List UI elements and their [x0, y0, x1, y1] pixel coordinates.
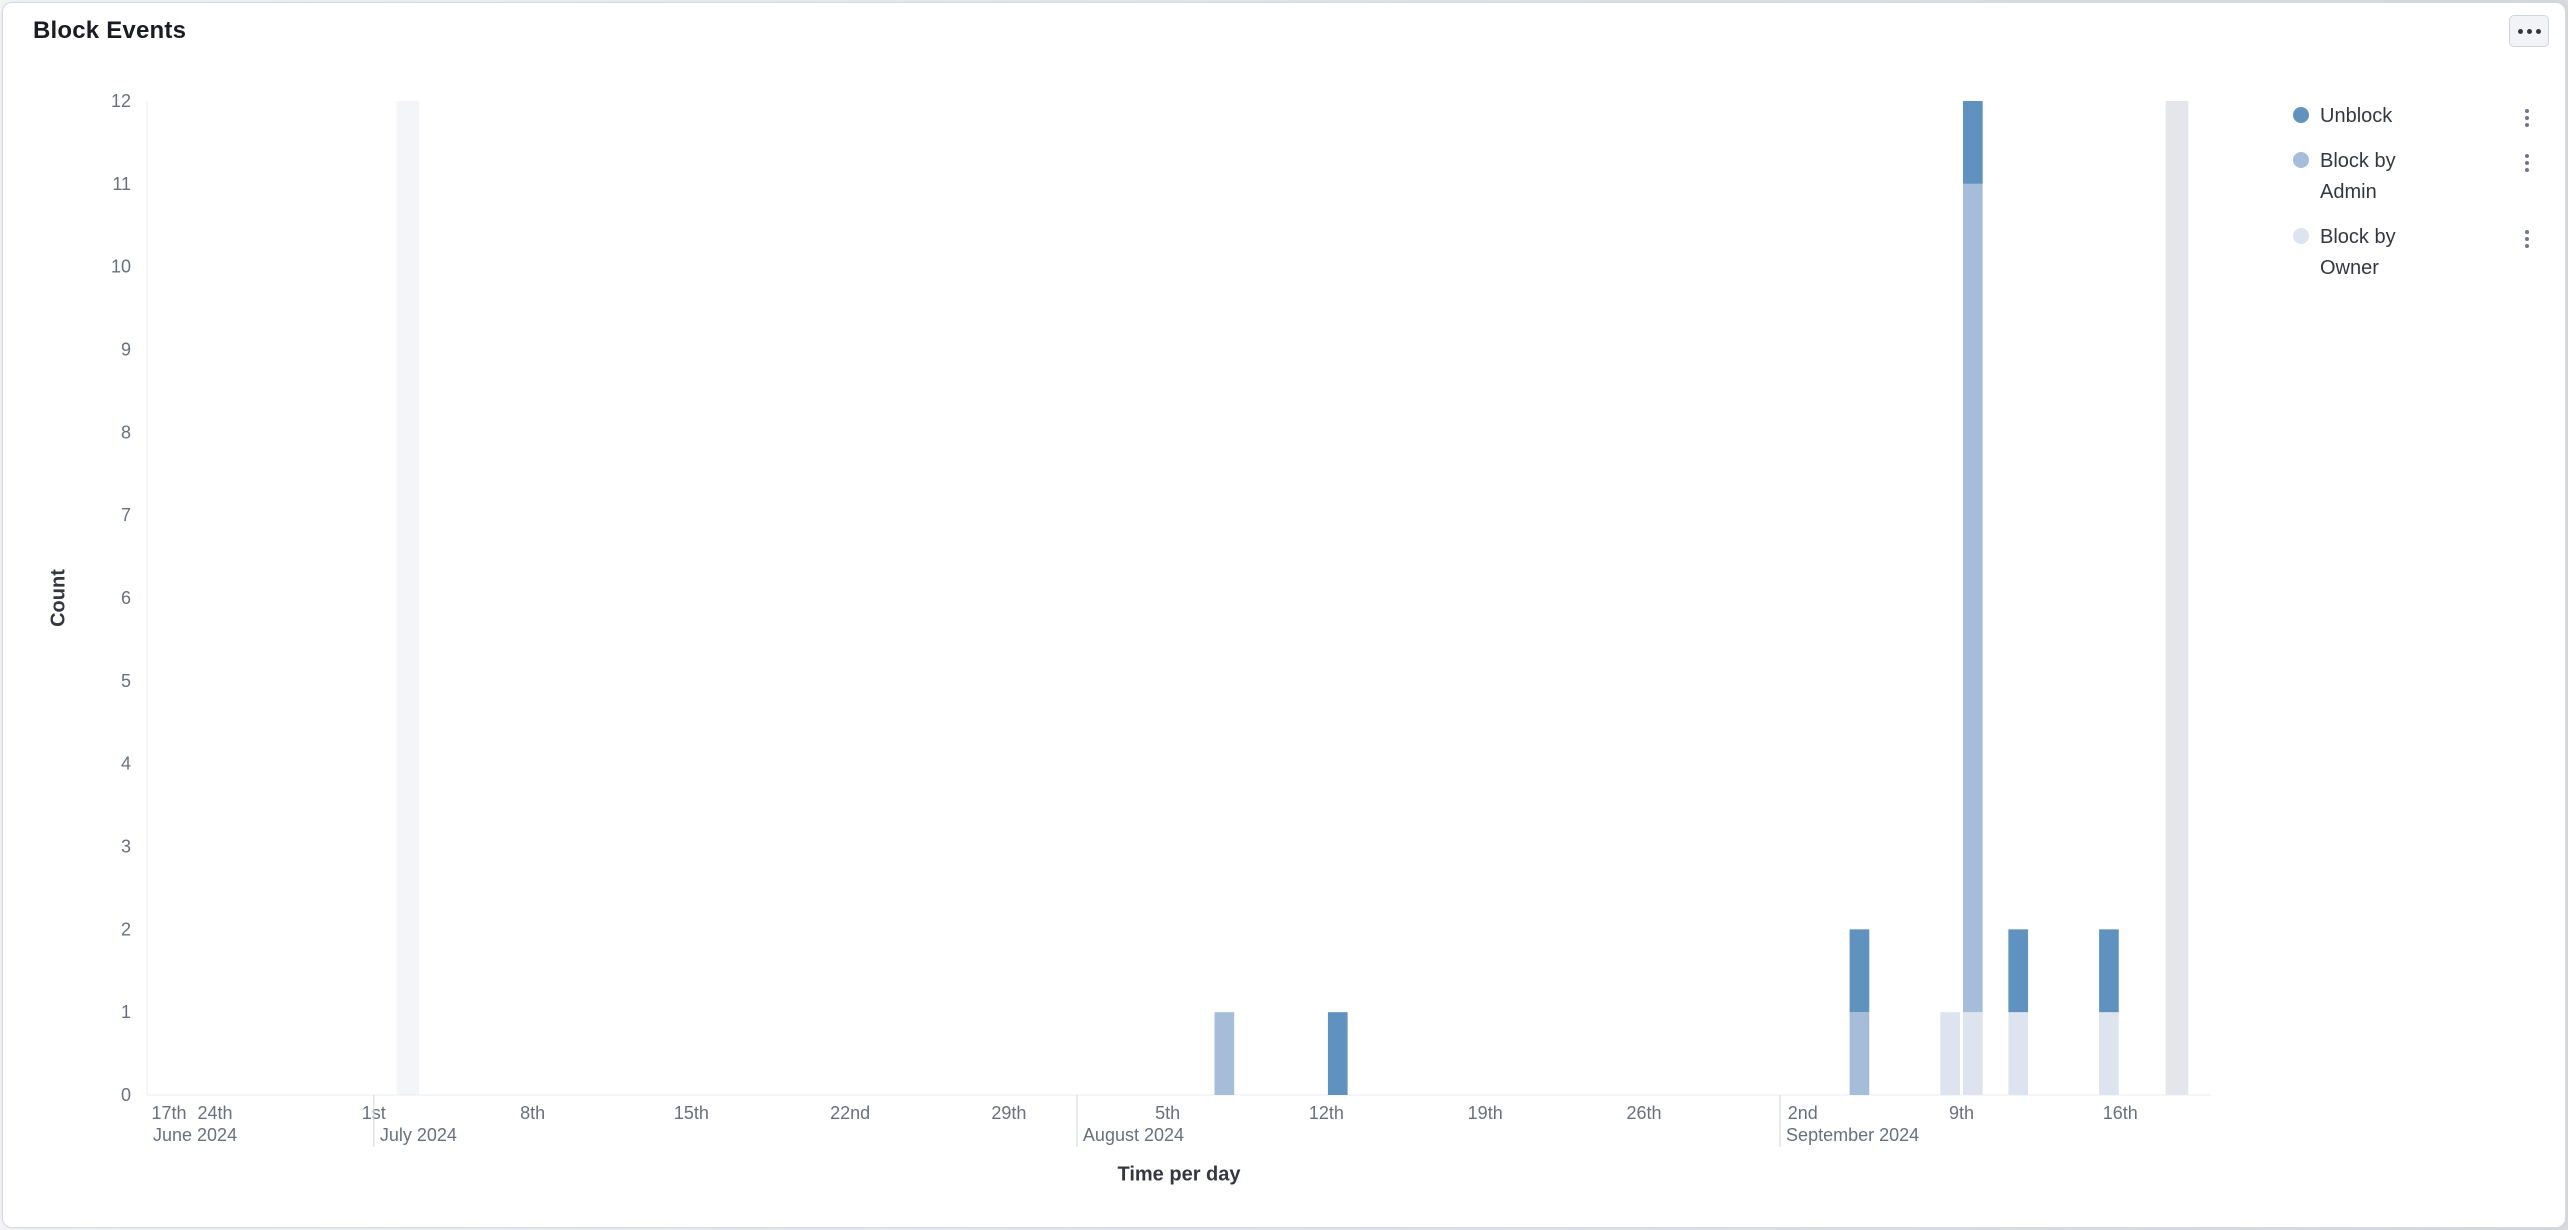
y-tick-label: 5: [121, 671, 131, 691]
legend-label[interactable]: Unblock: [2320, 105, 2393, 127]
y-tick-label: 2: [121, 919, 131, 939]
bar-segment-unblock[interactable]: [1963, 101, 1983, 184]
legend-label[interactable]: Block by Owner: [2320, 226, 2396, 279]
ellipsis-horizontal-icon: [2535, 28, 2541, 34]
y-tick-label: 9: [121, 340, 131, 360]
bar-segment-admin[interactable]: [1963, 183, 1983, 1013]
ellipsis-vertical-icon[interactable]: [2523, 228, 2531, 250]
x-axis-title: Time per day: [1117, 1163, 1241, 1186]
legend-color-dot: [2293, 228, 2309, 244]
y-tick-label: 10: [111, 257, 131, 277]
x-tick-label: 22nd: [830, 1103, 870, 1123]
bar-segment-owner[interactable]: [2008, 1012, 2029, 1095]
ellipsis-vertical-icon[interactable]: [2523, 107, 2531, 129]
ellipsis-horizontal-icon: [2526, 28, 2532, 34]
legend-color-dot: [2293, 107, 2309, 123]
x-tick-label: 19th: [1468, 1103, 1503, 1123]
month-label: July 2024: [380, 1125, 457, 1145]
legend-item-unblock: Unblock: [2293, 101, 2545, 132]
legend-color-dot: [2293, 152, 2309, 168]
x-tick-label: 16th: [2103, 1103, 2138, 1123]
x-tick-label: 8th: [520, 1103, 545, 1123]
x-tick-label: 12th: [1309, 1103, 1344, 1123]
x-tick-label: 17th: [151, 1103, 186, 1123]
y-tick-label: 8: [121, 422, 131, 442]
ellipsis-vertical-icon[interactable]: [2523, 152, 2531, 174]
month-label: June 2024: [153, 1125, 237, 1145]
y-tick-label: 6: [121, 588, 131, 608]
y-tick-label: 12: [111, 91, 131, 111]
y-tick-label: 7: [121, 505, 131, 525]
y-tick-label: 1: [121, 1002, 131, 1022]
page-title: Block Events: [33, 17, 187, 44]
x-tick-label: 24th: [198, 1103, 233, 1123]
x-tick-label: 2nd: [1788, 1103, 1818, 1123]
x-tick-label: 5th: [1155, 1103, 1180, 1123]
x-tick-label: 15th: [674, 1103, 709, 1123]
legend-item-block-by-owner: Block by Owner: [2293, 222, 2545, 284]
block-events-chart[interactable]: 0 1 2 3 4 5 6 7 8 9 10 11 12 17th 24th 1st 8th 15th 22nd 29…: [3, 3, 2565, 1227]
legend-item-block-by-admin: Block by Admin: [2293, 146, 2545, 208]
y-tick-label: 4: [121, 754, 131, 774]
chart-legend: Unblock Block by Admin Block by Owner: [2293, 101, 2545, 284]
bar-segment-owner[interactable]: [2099, 1012, 2119, 1095]
bar-segment-unblock[interactable]: [2008, 929, 2029, 1013]
bar-segment-owner[interactable]: [1940, 1012, 1961, 1095]
x-tick-label: 29th: [991, 1103, 1026, 1123]
y-tick-label: 0: [121, 1085, 131, 1105]
highlight-band: [396, 101, 420, 1095]
legend-label[interactable]: Block by Admin: [2320, 150, 2396, 203]
ellipsis-horizontal-icon: [2517, 28, 2523, 34]
bar-segment-owner[interactable]: [1963, 1012, 1983, 1095]
highlight-band: [2165, 101, 2189, 1095]
month-label: September 2024: [1786, 1125, 1919, 1145]
y-tick-label: 3: [121, 837, 131, 857]
y-axis-title: Count: [47, 569, 70, 627]
bar-segment-admin[interactable]: [1849, 1012, 1870, 1095]
bar-segment-admin[interactable]: [1214, 1012, 1235, 1095]
month-label: August 2024: [1083, 1125, 1184, 1145]
bar-segment-unblock[interactable]: [1849, 929, 1870, 1013]
panel-options-button[interactable]: [2509, 15, 2549, 47]
x-tick-label: 9th: [1949, 1103, 1974, 1123]
y-tick-label: 11: [112, 174, 131, 194]
bar-segment-unblock[interactable]: [1327, 1012, 1348, 1095]
bar-segment-unblock[interactable]: [2099, 929, 2119, 1013]
x-tick-label: 26th: [1626, 1103, 1661, 1123]
